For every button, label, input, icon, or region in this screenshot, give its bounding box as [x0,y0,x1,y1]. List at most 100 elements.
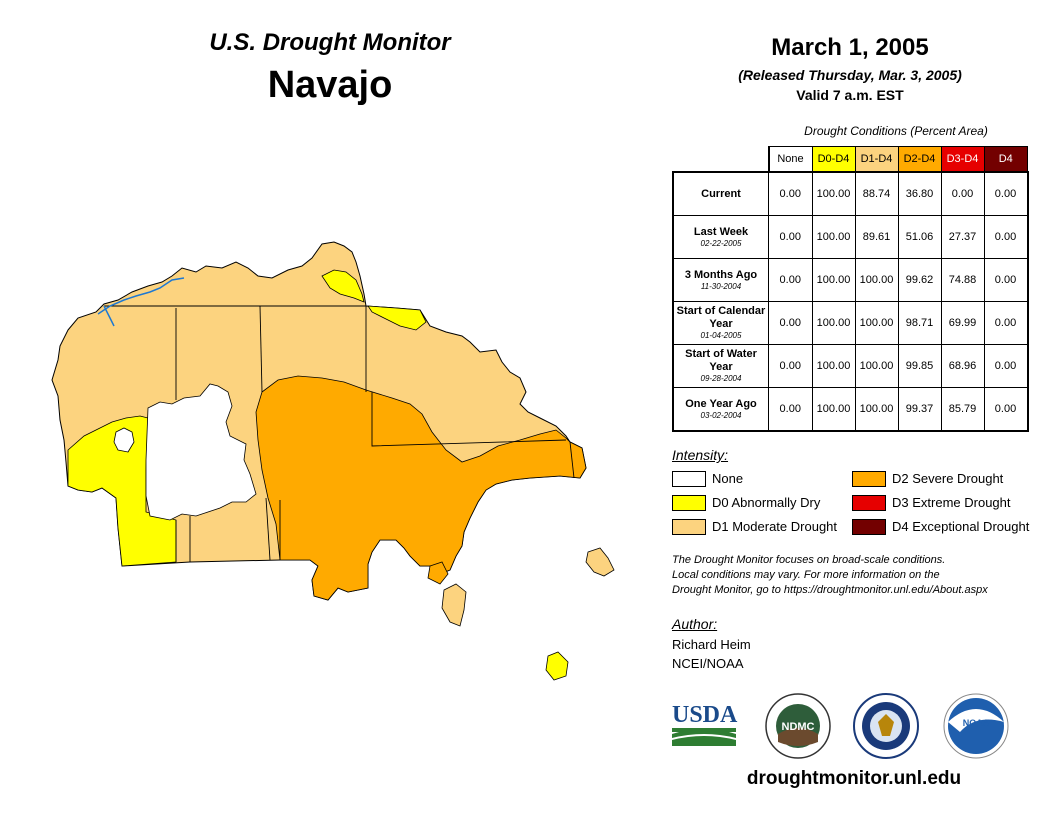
table-row: Start of Water Year 09-28-2004 0.00 100.00 1… [672,344,1028,388]
legend-label-d0: D0 Abnormally Dry [712,495,821,510]
row-label-text: Last Week [693,225,749,238]
column-header-d1-d4: D1-D4 [854,146,899,173]
table-cell: 100.00 [854,258,899,302]
river [97,277,185,327]
legend-item-d2: D2 Severe Drought [852,469,1029,489]
header-left: U.S. Drought Monitor Navajo [130,28,530,108]
release-date: (Released Thursday, Mar. 3, 2005) [738,67,962,83]
table-cell: 100.00 [811,171,856,216]
table-cell: 85.79 [940,387,985,432]
table-row: Last Week 02-22-2005 0.00 100.00 89.61 51.06 2… [672,215,1028,259]
table-cell: 99.85 [897,344,942,388]
agency-logos: USDA NDMC NOAA [672,693,1009,759]
map-area-none-hopi [145,383,257,521]
ndmc-logo: NDMC [765,693,831,759]
legend-label-d2: D2 Severe Drought [892,471,1004,486]
row-label-text: Start of Water Year [685,348,757,373]
note-line-3: Drought Monitor, go to https://droughtmo… [672,584,988,596]
author-heading: Author: [672,616,718,632]
table-row: One Year Ago 03-02-2004 0.00 100.00 100.00 99… [672,387,1028,432]
column-header-d2-d4: D2-D4 [897,146,942,173]
table-cell: 27.37 [940,215,985,259]
noaa-logo: NOAA [943,693,1009,759]
row-label-text: One Year Ago [685,397,757,410]
column-header-none: None [768,146,813,173]
table-cell: 100.00 [811,215,856,259]
table-cell: 0.00 [940,171,985,216]
table-cell: 0.00 [983,344,1028,388]
map-island-d1-2 [585,547,615,577]
row-sublabel-date: 01-04-2005 [700,331,742,340]
row-sublabel-date: 11-30-2004 [700,281,742,291]
table-cell: 0.00 [983,171,1028,216]
row-sublabel-date: 02-22-2005 [700,238,742,248]
table-cell: 0.00 [768,387,813,432]
legend-swatch-d3 [852,495,886,511]
legend-item-d0: D0 Abnormally Dry [672,493,837,513]
column-header-d4: D4 [983,146,1028,173]
table-cell: 100.00 [854,301,899,345]
table-cell: 100.00 [811,258,856,302]
table-cell: 99.37 [897,387,942,432]
table-cell: 0.00 [768,344,813,388]
map-area-d0-north [321,269,365,303]
table-cell: 0.00 [768,171,813,216]
legend-swatch-d1 [672,519,706,535]
svg-text:USDA: USDA [672,702,738,728]
commerce-logo [853,693,919,759]
table-cell: 0.00 [983,387,1028,432]
row-label: Start of Calendar Year 01-04-2005 [672,301,769,345]
map-island-none-west [113,427,135,453]
row-label: Start of Water Year 09-28-2004 [672,344,769,388]
row-label: Last Week 02-22-2005 [672,215,769,259]
legend-swatch-d4 [852,519,886,535]
map-area-d0-northeast [367,305,427,331]
row-label-text: 3 Months Ago [684,268,758,281]
table-cell: 0.00 [983,258,1028,302]
legend-label-none: None [712,471,744,486]
table-row: Current 0.00 100.00 88.74 36.80 0.00 0.00 [672,171,1028,216]
map-island-d1-1 [441,583,467,627]
table-cell: 0.00 [768,215,813,259]
legend-swatch-d0 [672,495,706,511]
table-cell: 69.99 [940,301,985,345]
table-cell: 51.06 [897,215,942,259]
table-caption: Drought Conditions (Percent Area) [804,124,988,138]
map-island-d2-1 [427,561,449,585]
table-cell: 100.00 [854,344,899,388]
svg-text:NDMC: NDMC [782,721,815,733]
map-date: March 1, 2005 [771,34,929,61]
drought-stats-table: None D0-D4 D1-D4 D2-D4 D3-D4 D4 Current 0… [672,146,1029,432]
drought-map [51,241,615,681]
row-sublabel-date: 09-28-2004 [700,374,742,383]
map-island-d0-1 [545,651,569,681]
footer-url: droughtmonitor.unl.edu [746,768,962,789]
table-cell: 88.74 [854,171,899,216]
legend-item-d3: D3 Extreme Drought [852,493,1029,513]
author-name: Richard Heim [672,637,751,652]
column-header-d0-d4: D0-D4 [811,146,856,173]
map-area-d2 [255,375,587,601]
table-cell: 0.00 [768,301,813,345]
table-row: 3 Months Ago 11-30-2004 0.00 100.00 100.00 99… [672,258,1028,302]
legend-item-none: None [672,469,837,489]
legend-label-d3: D3 Extreme Drought [892,495,1011,510]
author-organization: NCEI/NOAA [672,656,744,671]
table-cell: 68.96 [940,344,985,388]
table-cell: 99.62 [897,258,942,302]
table-cell: 100.00 [811,301,856,345]
legend-swatch-d2 [852,471,886,487]
column-header-d3-d4: D3-D4 [940,146,985,173]
table-cell: 100.00 [811,387,856,432]
header-right: March 1, 2005 (Released Thursday, Mar. 3… [670,33,1030,104]
table-header-row: None D0-D4 D1-D4 D2-D4 D3-D4 D4 [673,146,1028,173]
table-cell: 98.71 [897,301,942,345]
note-line-2: Local conditions may vary. For more info… [672,569,940,581]
legend-title: Intensity: [672,447,729,463]
table-cell: 0.00 [768,258,813,302]
valid-time: Valid 7 a.m. EST [796,87,904,103]
row-label-text: Start of Calendar Year [676,305,766,330]
legend-item-d1: D1 Moderate Drought [672,517,837,537]
disclaimer-note: The Drought Monitor focuses on broad-sca… [672,553,1042,598]
table-row: Start of Calendar Year 01-04-2005 0.00 100.… [672,301,1028,345]
